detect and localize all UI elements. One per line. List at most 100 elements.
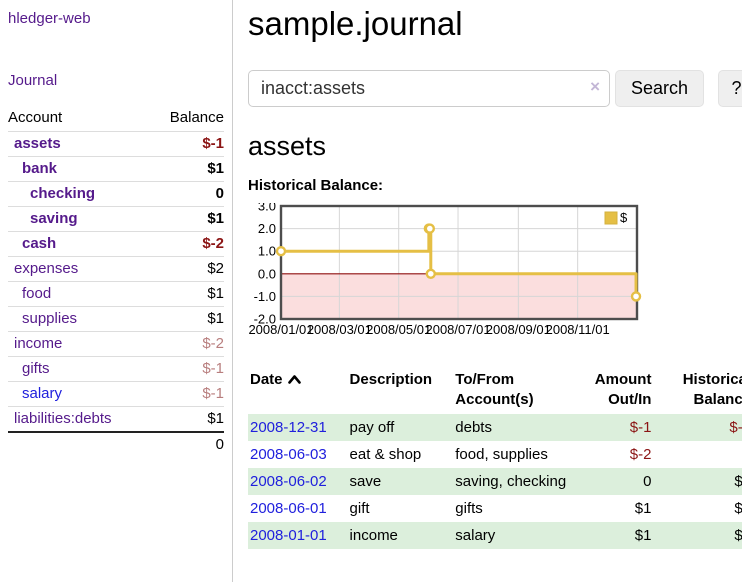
- transaction-amount: $-2: [629, 446, 652, 463]
- transaction-date-link[interactable]: 2008-06-03: [250, 446, 327, 463]
- account-row: expenses $2: [8, 256, 224, 281]
- transaction-description: eat & shop: [349, 446, 422, 463]
- accounts-table: Account Balance assets $-1 bank $1 check…: [8, 106, 224, 457]
- clear-search-icon[interactable]: ×: [590, 77, 600, 96]
- account-balance: $2: [207, 260, 224, 277]
- accounts-total-balance: 0: [215, 436, 224, 453]
- transaction-amount: 0: [643, 473, 652, 490]
- svg-text:2008/01/01: 2008/01/01: [248, 322, 313, 337]
- svg-text:2008/07/01: 2008/07/01: [425, 322, 490, 337]
- svg-text:3.0: 3.0: [258, 203, 276, 214]
- sort-ascending-icon: [287, 375, 301, 384]
- account-row: income $-2: [8, 331, 224, 356]
- transaction-date-link[interactable]: 2008-12-31: [250, 419, 327, 436]
- account-link[interactable]: salary: [22, 385, 63, 402]
- account-link[interactable]: gifts: [22, 360, 50, 377]
- transaction-balance: $2: [734, 500, 742, 517]
- sidebar: hledger-web Journal Account Balance asse…: [0, 0, 233, 582]
- accounts-total-row: 0: [8, 431, 224, 457]
- sidebar-item-journal[interactable]: Journal: [8, 72, 58, 89]
- accounts-column-header: To/From Account(s): [455, 371, 534, 408]
- register-header-row: Date Description To/From Account(s) Amou…: [248, 368, 742, 414]
- account-link[interactable]: expenses: [14, 260, 79, 277]
- transaction-accounts: gifts: [455, 500, 483, 517]
- account-row: supplies $1: [8, 306, 224, 331]
- search-input[interactable]: [248, 70, 610, 107]
- account-link[interactable]: saving: [30, 210, 78, 227]
- account-link[interactable]: supplies: [22, 310, 78, 327]
- main-content: sample.journal × Search ? assets Histori…: [233, 0, 742, 582]
- amount-column-header: Amount Out/In: [594, 371, 652, 408]
- account-balance: $-1: [202, 360, 224, 377]
- search-button[interactable]: Search: [615, 70, 705, 107]
- account-link[interactable]: income: [14, 335, 63, 352]
- transaction-amount: $-1: [629, 419, 652, 436]
- transaction-row: 2008-12-31 pay off debts $-1 $-1: [248, 414, 742, 441]
- svg-text:-2.0: -2.0: [254, 312, 276, 327]
- account-row: checking 0: [8, 181, 224, 206]
- account-link[interactable]: cash: [22, 235, 57, 252]
- transaction-description: pay off: [349, 419, 395, 436]
- account-balance: $-1: [202, 135, 224, 152]
- svg-text:1.0: 1.0: [258, 244, 276, 259]
- account-row: saving $1: [8, 206, 224, 231]
- transaction-date-link[interactable]: 2008-06-01: [250, 500, 327, 517]
- account-balance: $-2: [202, 335, 224, 352]
- transaction-accounts: food, supplies: [455, 446, 548, 463]
- account-column-header: Account: [8, 109, 63, 126]
- balance-column-header-main: Historical Balance: [682, 371, 742, 408]
- account-balance: 0: [215, 185, 224, 202]
- help-button[interactable]: ?: [718, 70, 742, 107]
- transaction-amount: $1: [634, 527, 652, 544]
- svg-text:0.0: 0.0: [258, 266, 276, 281]
- svg-text:2.0: 2.0: [258, 221, 276, 236]
- transaction-row: 2008-06-03 eat & shop food, supplies $-2…: [248, 441, 742, 468]
- account-balance: $1: [207, 210, 224, 227]
- transaction-date-cell: 2008-01-01: [248, 522, 348, 549]
- search-bar: × Search ?: [248, 70, 742, 107]
- brand-link[interactable]: hledger-web: [8, 10, 91, 27]
- transaction-row: 2008-01-01 income salary $1 $1: [248, 522, 742, 549]
- transaction-description: gift: [349, 500, 370, 517]
- svg-text:$: $: [620, 210, 628, 225]
- transaction-row: 2008-06-01 gift gifts $1 $2: [248, 495, 742, 522]
- date-column-header[interactable]: Date: [248, 368, 348, 414]
- account-row: salary $-1: [8, 381, 224, 406]
- description-column-header: Description: [349, 371, 433, 388]
- account-row: bank $1: [8, 156, 224, 181]
- transaction-date-link[interactable]: 2008-06-02: [250, 473, 327, 490]
- svg-text:2008/03/01: 2008/03/01: [307, 322, 372, 337]
- transaction-description: income: [349, 527, 398, 544]
- transaction-date-link[interactable]: 2008-01-01: [250, 527, 327, 544]
- accounts-table-header: Account Balance: [8, 106, 224, 131]
- account-link[interactable]: bank: [22, 160, 58, 177]
- svg-text:2008/11/01: 2008/11/01: [546, 322, 610, 337]
- account-row: assets $-1: [8, 131, 224, 156]
- search-field-wrap: ×: [248, 70, 610, 107]
- chart-canvas: $3.0 2.0 1.0 0.0 -1.0 -2.02008/01/012008/03/0…: [248, 199, 642, 337]
- account-row: food $1: [8, 281, 224, 306]
- account-row: gifts $-1: [8, 356, 224, 381]
- account-balance: $-1: [202, 385, 224, 402]
- account-link[interactable]: food: [22, 285, 52, 302]
- transaction-balance: $-1: [729, 419, 742, 436]
- svg-text:-1.0: -1.0: [254, 289, 276, 304]
- balance-column-header: Balance: [169, 109, 224, 126]
- account-link[interactable]: assets: [14, 135, 61, 152]
- account-row: liabilities:debts $1: [8, 406, 224, 431]
- transaction-balance: 0: [655, 441, 742, 468]
- account-heading: assets: [248, 131, 327, 161]
- account-balance: $-2: [202, 235, 224, 252]
- transaction-row: 2008-06-02 save saving, checking 0 $2: [248, 468, 742, 495]
- account-balance: $1: [207, 285, 224, 302]
- accounts-rows: assets $-1 bank $1 checking 0 saving $1 …: [8, 131, 224, 431]
- account-link[interactable]: checking: [30, 185, 96, 202]
- transaction-balance: $2: [734, 473, 742, 490]
- transaction-accounts: debts: [455, 419, 492, 436]
- transaction-amount: $1: [634, 500, 652, 517]
- transaction-description: save: [349, 473, 382, 490]
- account-row: cash $-2: [8, 231, 224, 256]
- svg-text:2008/05/01: 2008/05/01: [366, 322, 431, 337]
- account-link[interactable]: liabilities:debts: [14, 410, 112, 427]
